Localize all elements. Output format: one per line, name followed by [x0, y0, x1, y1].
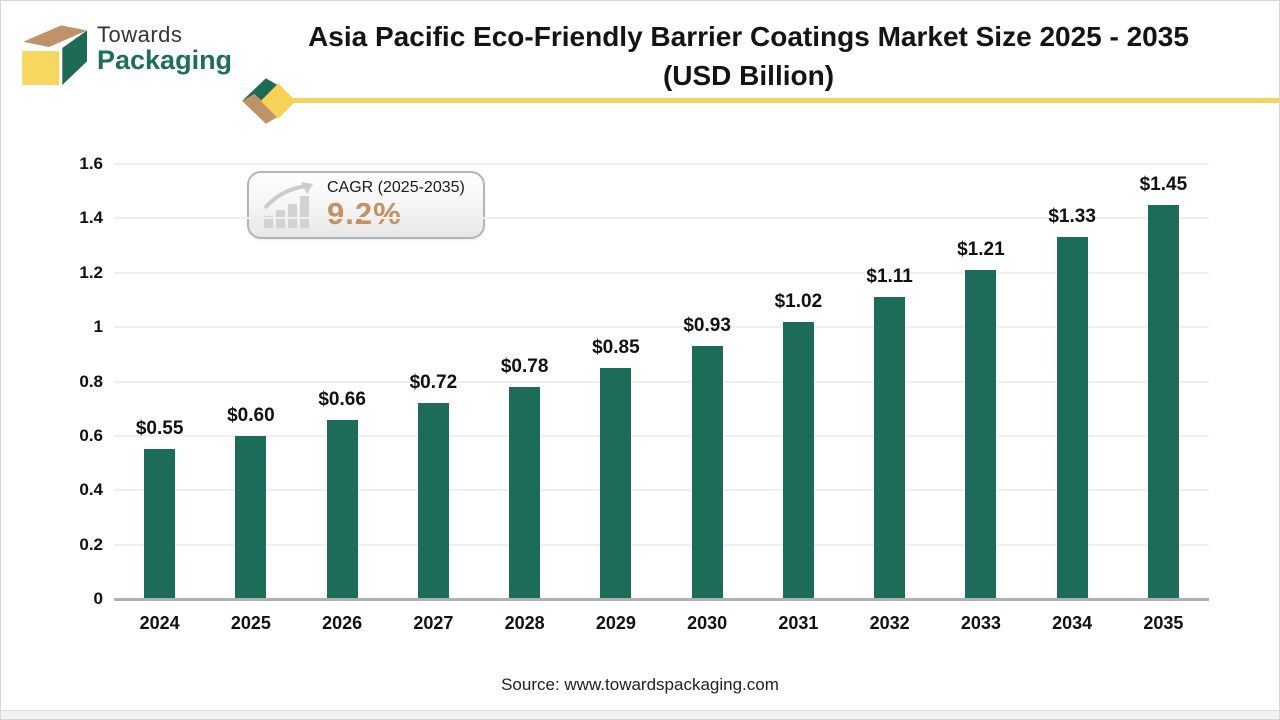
- chart-title: Asia Pacific Eco-Friendly Barrier Coatin…: [251, 17, 1246, 95]
- bar-value-label: $0.93: [683, 315, 731, 337]
- cagr-label: CAGR (2025-2035): [327, 179, 465, 197]
- chart-title-line1: Asia Pacific Eco-Friendly Barrier Coatin…: [308, 21, 1189, 52]
- brand-logo: Towards Packaging: [15, 13, 232, 85]
- x-axis-line: [114, 598, 1209, 601]
- bar-2034: [1056, 237, 1088, 599]
- y-axis-tick-label: 0: [93, 589, 103, 608]
- packaging-cube-icon: [22, 25, 87, 85]
- x-axis-tick-label: 2025: [230, 613, 271, 633]
- gridline: [114, 217, 1209, 220]
- bar-value-label: $0.60: [227, 404, 275, 426]
- x-axis-tick-label: 2027: [413, 613, 454, 633]
- bar-value-label: $0.72: [409, 372, 458, 394]
- gridline: [114, 380, 1209, 383]
- plot-area: $0.55 $0.60 $0.66 $0.72 $0.78 $0.85 $0.93 $1.02…: [114, 163, 1209, 599]
- gridline: [114, 434, 1209, 437]
- x-axis-tick-label: 2028: [504, 613, 545, 633]
- x-axis-tick-label: 2034: [1052, 613, 1093, 633]
- y-axis-tick-label: 1.4: [79, 208, 103, 228]
- x-axis-tick-label: 2030: [687, 613, 728, 633]
- y-axis-tick-label: 0.2: [79, 534, 103, 554]
- bar-value-label: $1.21: [957, 239, 1005, 261]
- bar-value-label: $1.33: [1048, 206, 1096, 228]
- y-axis-tick-label: 0.8: [79, 371, 103, 391]
- gridline: [114, 489, 1209, 492]
- bar-value-label: $0.66: [318, 388, 366, 410]
- bar-2028: [509, 386, 541, 599]
- gridline: [114, 543, 1209, 546]
- diamond-decoration-icon: [242, 78, 296, 124]
- bar-2025: [235, 435, 267, 599]
- bar-2024: [144, 449, 176, 599]
- y-axis-tick-label: 1: [93, 317, 103, 337]
- title-divider-line: [289, 98, 1279, 103]
- x-axis: 2024 2025 2026 2027 2028 2029 2030 2031 2032 2033…: [114, 613, 1209, 643]
- bar-2035: [1147, 204, 1179, 599]
- bar-2031: [782, 321, 814, 599]
- bar-value-label: $1.02: [774, 290, 823, 312]
- bar-value-label: $1.45: [1139, 173, 1188, 195]
- brand-name: Towards Packaging: [97, 22, 233, 76]
- x-axis-tick-label: 2024: [139, 613, 180, 633]
- bar-value-label: $1.11: [866, 266, 913, 288]
- bottom-strip: [1, 710, 1279, 719]
- chart-title-line2: (USD Billion): [662, 60, 835, 91]
- cagr-value: 9.2%: [327, 195, 402, 231]
- bar-value-label: $0.78: [500, 355, 549, 377]
- y-axis-tick-label: 0.4: [79, 480, 103, 500]
- bar-2026: [326, 419, 358, 599]
- x-axis-tick-label: 2032: [869, 613, 910, 633]
- y-axis-tick-label: 0.6: [79, 425, 103, 445]
- bar-2027: [417, 403, 449, 599]
- y-axis-tick-label: 1.6: [79, 154, 103, 173]
- bar-value-label: $0.55: [135, 418, 184, 440]
- bar-2032: [874, 297, 906, 599]
- x-axis-tick-label: 2026: [322, 613, 363, 633]
- x-axis-tick-label: 2033: [960, 613, 1001, 633]
- bar-2033: [965, 270, 997, 599]
- cagr-text: CAGR (2025-2035) 9.2%: [327, 179, 465, 231]
- y-axis-tick-label: 1.2: [79, 262, 103, 282]
- bar-2029: [600, 367, 632, 599]
- y-axis: 0 0.2 0.4 0.6 0.8 1 1.2 1.4 1.6: [41, 154, 103, 608]
- x-axis-tick-label: 2035: [1143, 613, 1184, 633]
- bar-2030: [691, 346, 723, 599]
- x-axis-tick-label: 2031: [778, 613, 819, 633]
- gridline: [114, 326, 1209, 329]
- x-axis-tick-label: 2029: [595, 613, 636, 633]
- brand-name-line2: Packaging: [97, 45, 233, 76]
- bar-value-label: $0.85: [592, 336, 640, 358]
- source-attribution: Source: www.towardspackaging.com: [501, 675, 779, 694]
- gridline: [114, 271, 1209, 274]
- brand-name-line1: Towards: [97, 22, 183, 48]
- gridline: [114, 163, 1209, 165]
